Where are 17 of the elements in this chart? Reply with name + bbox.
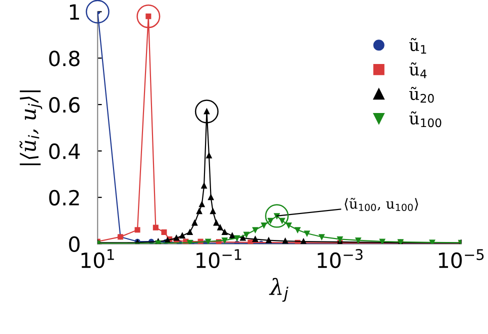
x-tick-label: 10$^{−3}$ xyxy=(318,249,363,268)
y-tick-label: 0.6 xyxy=(49,96,80,113)
x-axis-title: λ$_{j}$ xyxy=(268,278,288,302)
y-axis-title: |⟨ũ$_{i}$, u$_{j}$⟩| xyxy=(20,90,42,166)
x-tick-label: 10$^{−5}$ xyxy=(438,249,484,268)
y-tick-label: 0.8 xyxy=(49,50,80,66)
y-tick-label: 0.2 xyxy=(49,190,79,206)
x-tick-label: 10$^{1}$ xyxy=(82,249,114,268)
y-tick-label: 0.4 xyxy=(49,143,80,160)
annotation: ⟨ũ$_{100}$, u$_{100}$⟩ xyxy=(344,198,418,212)
legend-label: ũ$_{4}$ xyxy=(409,62,427,78)
y-tick-label: 1 xyxy=(70,4,80,20)
legend-label: ũ$_{100}$ xyxy=(409,111,442,128)
legend-label: ũ$_{20}$ xyxy=(409,86,434,103)
x-tick-label: 10$^{−1}$ xyxy=(196,249,242,268)
legend-label: ũ$_{1}$ xyxy=(409,38,426,54)
y-tick-label: 0 xyxy=(69,236,80,252)
